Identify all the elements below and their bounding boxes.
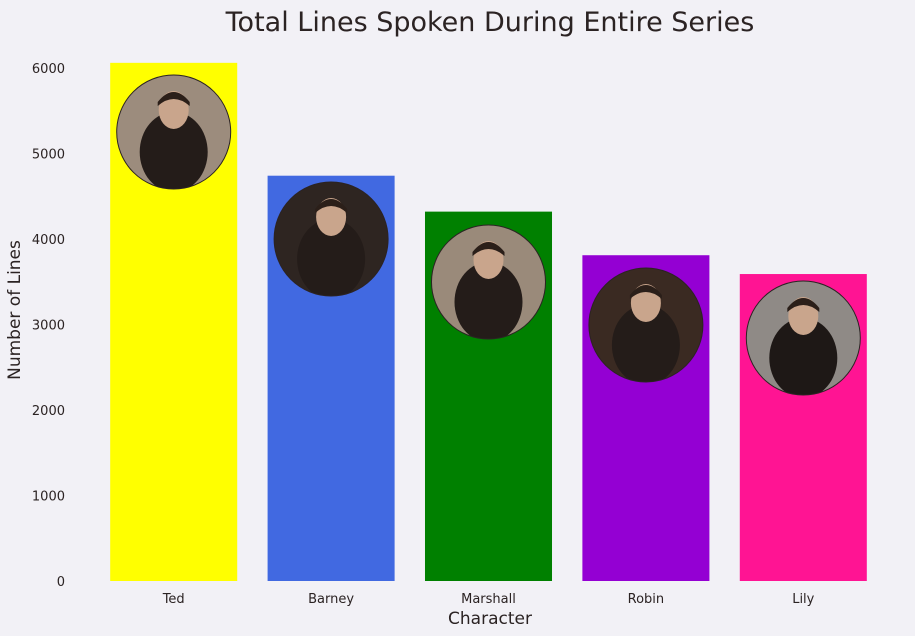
barney-portrait-icon (273, 181, 389, 297)
y-tick-label: 2000 (32, 404, 65, 419)
y-tick-label: 6000 (32, 62, 65, 77)
y-tick-label: 0 (57, 575, 65, 590)
lily-portrait-icon (745, 280, 861, 396)
y-axis-label: Number of Lines (5, 240, 25, 380)
chart-title: Total Lines Spoken During Entire Series (225, 7, 755, 38)
y-axis: 0 1000 2000 3000 4000 5000 6000 (32, 62, 65, 590)
x-axis: Ted Barney Marshall Robin Lily (162, 592, 815, 607)
y-tick-label: 3000 (32, 318, 65, 333)
ted-portrait-icon (116, 74, 232, 190)
y-tick-label: 5000 (32, 147, 65, 162)
marshall-portrait-icon (431, 224, 546, 340)
x-tick-label: Barney (308, 592, 354, 607)
x-axis-label: Character (448, 609, 532, 629)
y-tick-label: 4000 (32, 233, 65, 248)
portraits-group (116, 74, 861, 396)
x-tick-label: Ted (162, 592, 185, 607)
robin-portrait-icon (588, 267, 704, 383)
y-tick-label: 1000 (32, 489, 65, 504)
x-tick-label: Marshall (461, 592, 516, 607)
x-tick-label: Robin (628, 592, 665, 607)
x-tick-label: Lily (792, 592, 814, 607)
